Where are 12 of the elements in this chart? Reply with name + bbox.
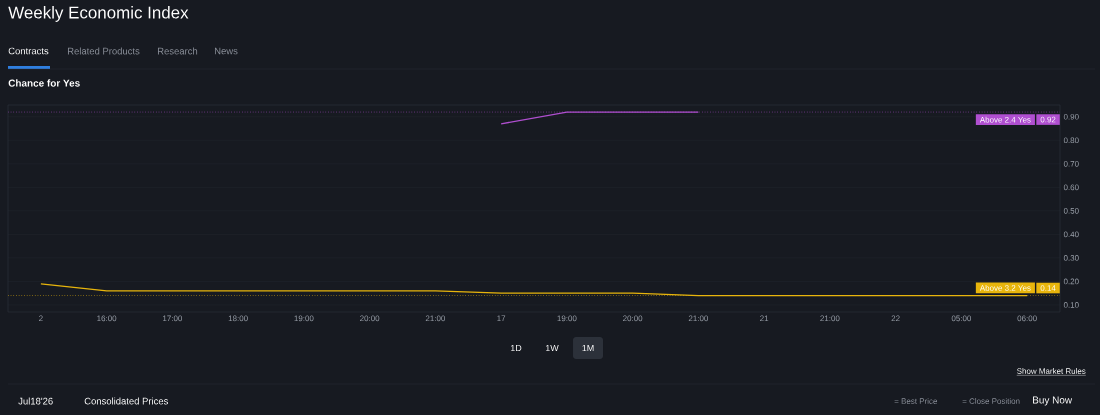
text: News — [214, 47, 238, 55]
text: 1D — [510, 344, 522, 352]
text: Research — [157, 47, 198, 55]
text: Jul18'26 — [18, 397, 53, 405]
chart-title: Weekly Economic Index — [8, 6, 189, 22]
text: 1M — [582, 344, 594, 352]
text: Contracts — [8, 47, 49, 55]
text: Consolidated Prices — [84, 397, 169, 405]
text: Buy Now — [1033, 396, 1073, 406]
text: 1W — [545, 344, 559, 352]
text: Related Products — [67, 47, 140, 55]
chart-subtitle: Chance for Yes — [8, 79, 80, 87]
